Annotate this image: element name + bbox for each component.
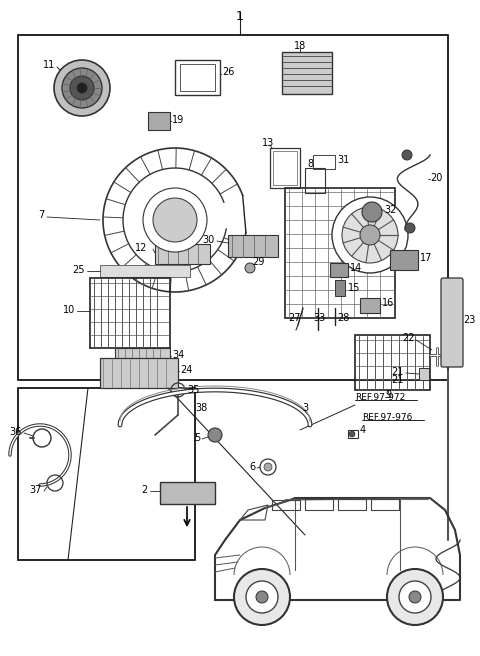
Bar	[228, 235, 278, 257]
Bar	[273, 151, 297, 185]
Text: 7: 7	[38, 210, 44, 220]
Text: 23: 23	[463, 315, 475, 325]
Text: 24: 24	[180, 365, 192, 375]
Circle shape	[256, 591, 268, 603]
Circle shape	[264, 463, 272, 471]
Bar	[18, 35, 448, 380]
Text: 21: 21	[392, 375, 404, 385]
Text: 30: 30	[203, 235, 215, 245]
Bar	[90, 278, 170, 348]
Circle shape	[208, 428, 222, 442]
Bar	[390, 250, 418, 270]
Text: 33: 33	[313, 313, 325, 323]
Circle shape	[387, 569, 443, 625]
Circle shape	[234, 569, 290, 625]
Text: 38: 38	[195, 403, 207, 413]
Circle shape	[342, 207, 398, 263]
Circle shape	[402, 150, 412, 160]
Text: 34: 34	[172, 350, 184, 360]
Text: 12: 12	[135, 243, 147, 253]
Bar	[282, 52, 332, 94]
Text: 14: 14	[350, 263, 362, 273]
Bar	[160, 482, 215, 504]
Circle shape	[143, 188, 207, 252]
Bar	[313, 155, 335, 169]
Text: REF.97-972: REF.97-972	[355, 394, 405, 403]
Bar	[148, 112, 170, 130]
Text: 5: 5	[194, 433, 200, 443]
Text: 18: 18	[294, 41, 306, 51]
Bar	[18, 388, 195, 560]
Circle shape	[332, 197, 408, 273]
Bar	[180, 64, 215, 91]
Text: 15: 15	[348, 283, 360, 293]
Text: 8: 8	[307, 159, 313, 169]
Bar	[360, 298, 380, 313]
Bar	[115, 348, 170, 366]
Text: 6: 6	[249, 462, 255, 472]
Text: 27: 27	[288, 313, 300, 323]
Text: 32: 32	[384, 205, 396, 215]
Text: 1: 1	[236, 10, 244, 23]
Text: REF.97-976: REF.97-976	[362, 413, 412, 422]
Text: 17: 17	[420, 253, 432, 263]
Bar	[335, 280, 345, 296]
Text: 4: 4	[360, 425, 366, 435]
Circle shape	[360, 225, 380, 245]
Bar	[355, 335, 430, 390]
Circle shape	[153, 198, 197, 242]
Text: 28: 28	[337, 313, 349, 323]
Bar	[270, 148, 300, 188]
Bar	[305, 168, 325, 193]
Circle shape	[409, 591, 421, 603]
Circle shape	[245, 263, 255, 273]
Text: 31: 31	[337, 155, 349, 165]
Text: 26: 26	[222, 67, 234, 77]
Bar	[100, 358, 178, 388]
Circle shape	[70, 76, 94, 100]
Text: 16: 16	[382, 298, 394, 308]
Text: 22: 22	[403, 333, 415, 343]
Bar	[330, 263, 348, 277]
FancyBboxPatch shape	[441, 278, 463, 367]
Text: 37: 37	[30, 485, 42, 495]
Text: 2: 2	[142, 485, 148, 495]
Text: 10: 10	[63, 305, 75, 315]
Bar	[155, 244, 210, 264]
Circle shape	[362, 202, 382, 222]
Circle shape	[246, 581, 278, 613]
Text: 36: 36	[10, 427, 22, 437]
Circle shape	[77, 83, 87, 93]
Text: 11: 11	[43, 60, 55, 70]
Text: 9: 9	[385, 390, 391, 400]
Circle shape	[62, 68, 102, 108]
Text: 19: 19	[172, 115, 184, 125]
Text: 35: 35	[187, 385, 199, 395]
Text: 3: 3	[302, 403, 308, 413]
Text: 29: 29	[252, 257, 264, 267]
Circle shape	[405, 223, 415, 233]
Text: 25: 25	[72, 265, 85, 275]
Bar	[285, 188, 395, 318]
Bar	[348, 430, 358, 438]
Bar	[175, 60, 220, 95]
Circle shape	[349, 431, 355, 437]
Text: 13: 13	[262, 138, 274, 148]
Text: 21: 21	[392, 367, 404, 377]
Circle shape	[54, 60, 110, 116]
Bar	[100, 265, 190, 277]
Circle shape	[399, 581, 431, 613]
Text: 20: 20	[430, 173, 443, 183]
Bar	[419, 368, 429, 380]
